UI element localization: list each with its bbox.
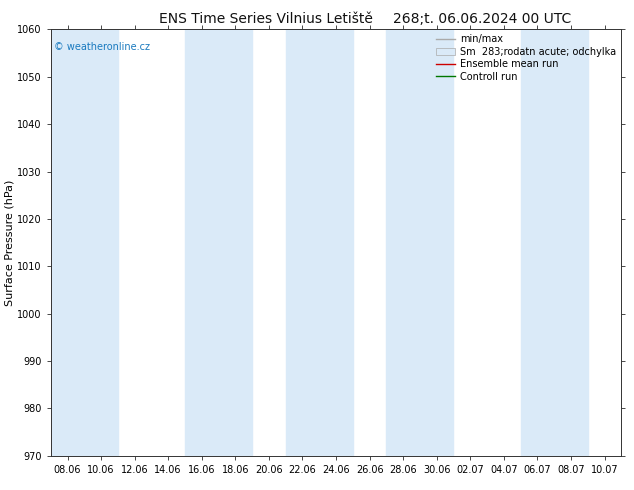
Bar: [521, 29, 588, 456]
Bar: [386, 29, 453, 456]
Text: ENS Time Series Vilnius Letiště: ENS Time Series Vilnius Letiště: [159, 12, 373, 26]
Bar: [185, 29, 252, 456]
Bar: [51, 29, 118, 456]
Bar: [286, 29, 353, 456]
Y-axis label: Surface Pressure (hPa): Surface Pressure (hPa): [4, 179, 15, 306]
Legend: min/max, Sm  283;rodatn acute; odchylka, Ensemble mean run, Controll run: min/max, Sm 283;rodatn acute; odchylka, …: [434, 32, 618, 83]
Text: © weatheronline.cz: © weatheronline.cz: [53, 42, 150, 52]
Text: 268;t. 06.06.2024 00 UTC: 268;t. 06.06.2024 00 UTC: [392, 12, 571, 26]
